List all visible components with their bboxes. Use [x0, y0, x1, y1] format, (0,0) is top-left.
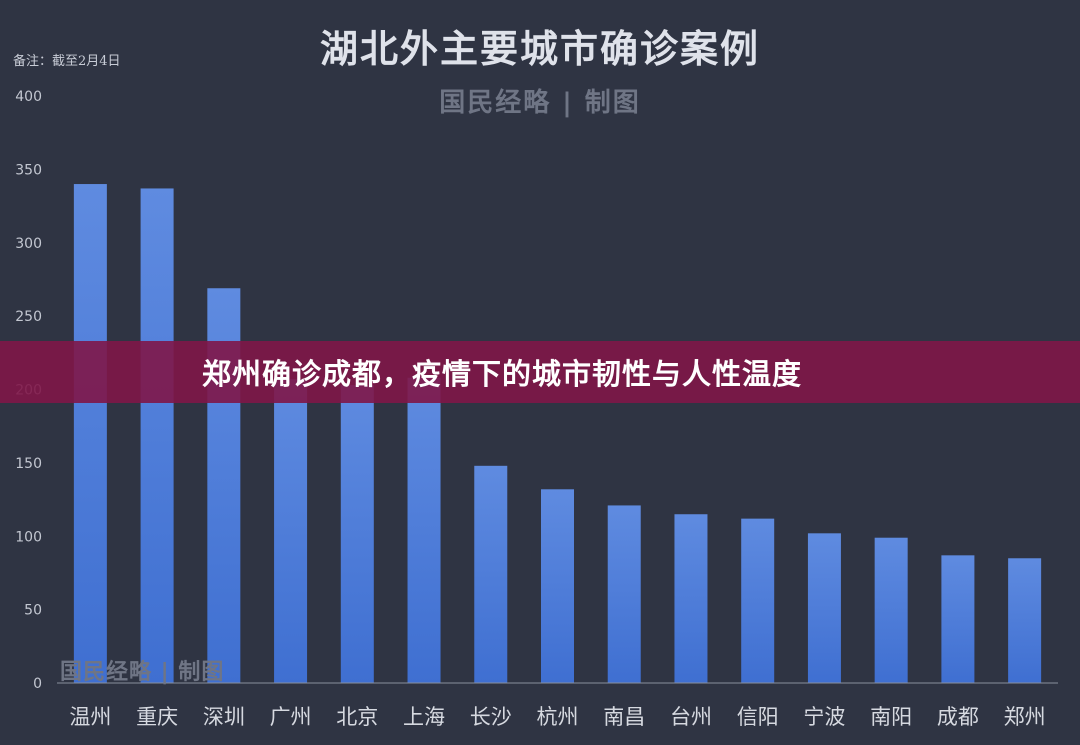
- headline-text[interactable]: 郑州确诊成都，疫情下的城市韧性与人性温度: [202, 357, 803, 391]
- y-tick-label: 350: [15, 162, 42, 178]
- bar-北京: [340, 385, 374, 683]
- chart-title: 湖北外主要城市确诊案例: [319, 27, 760, 71]
- y-tick-label: 0: [33, 676, 42, 692]
- bar-南阳: [874, 537, 908, 683]
- bar-南昌: [607, 505, 641, 683]
- bar-杭州: [541, 489, 574, 683]
- bar-信阳: [741, 518, 775, 683]
- x-tick-label: 郑州: [1004, 705, 1046, 729]
- x-tick-label: 温州: [69, 705, 111, 729]
- x-tick-label: 长沙: [470, 705, 512, 729]
- y-tick-label: 50: [24, 603, 42, 619]
- x-tick-label: 成都: [937, 705, 979, 729]
- y-tick-label: 400: [15, 89, 42, 105]
- x-tick-label: 广州: [270, 705, 312, 729]
- x-tick-label: 深圳: [203, 705, 245, 729]
- bar-上海: [407, 377, 441, 683]
- bar-广州: [274, 379, 308, 683]
- watermark-bottom: 国民经略 | 制图: [60, 660, 225, 685]
- y-tick-label: 300: [15, 236, 42, 252]
- x-tick-label: 重庆: [136, 705, 178, 729]
- chart-note: 备注：截至2月4日: [13, 54, 121, 69]
- bar-温州: [73, 184, 107, 684]
- x-tick-label: 信阳: [737, 705, 779, 729]
- x-tick-label: 宁波: [803, 705, 845, 729]
- bar-宁波: [807, 533, 841, 683]
- y-tick-label: 150: [15, 456, 42, 472]
- x-tick-label: 杭州: [537, 705, 579, 729]
- headline-banner: 郑州确诊成都，疫情下的城市韧性与人性温度: [0, 341, 1080, 403]
- watermark-top: 国民经略 | 制图: [439, 88, 641, 118]
- bar-成都: [941, 555, 975, 683]
- bar-长沙: [474, 465, 508, 683]
- y-tick-label: 100: [15, 529, 42, 545]
- bar-台州: [674, 514, 708, 683]
- y-tick-label: 250: [15, 309, 42, 325]
- bar-重庆: [140, 188, 174, 683]
- x-tick-label: 南阳: [870, 705, 912, 729]
- bar-郑州: [1008, 558, 1042, 683]
- x-tick-label: 北京: [336, 705, 378, 729]
- x-tick-label: 台州: [670, 705, 712, 729]
- x-tick-label: 上海: [403, 705, 445, 729]
- x-tick-label: 南昌: [603, 705, 645, 729]
